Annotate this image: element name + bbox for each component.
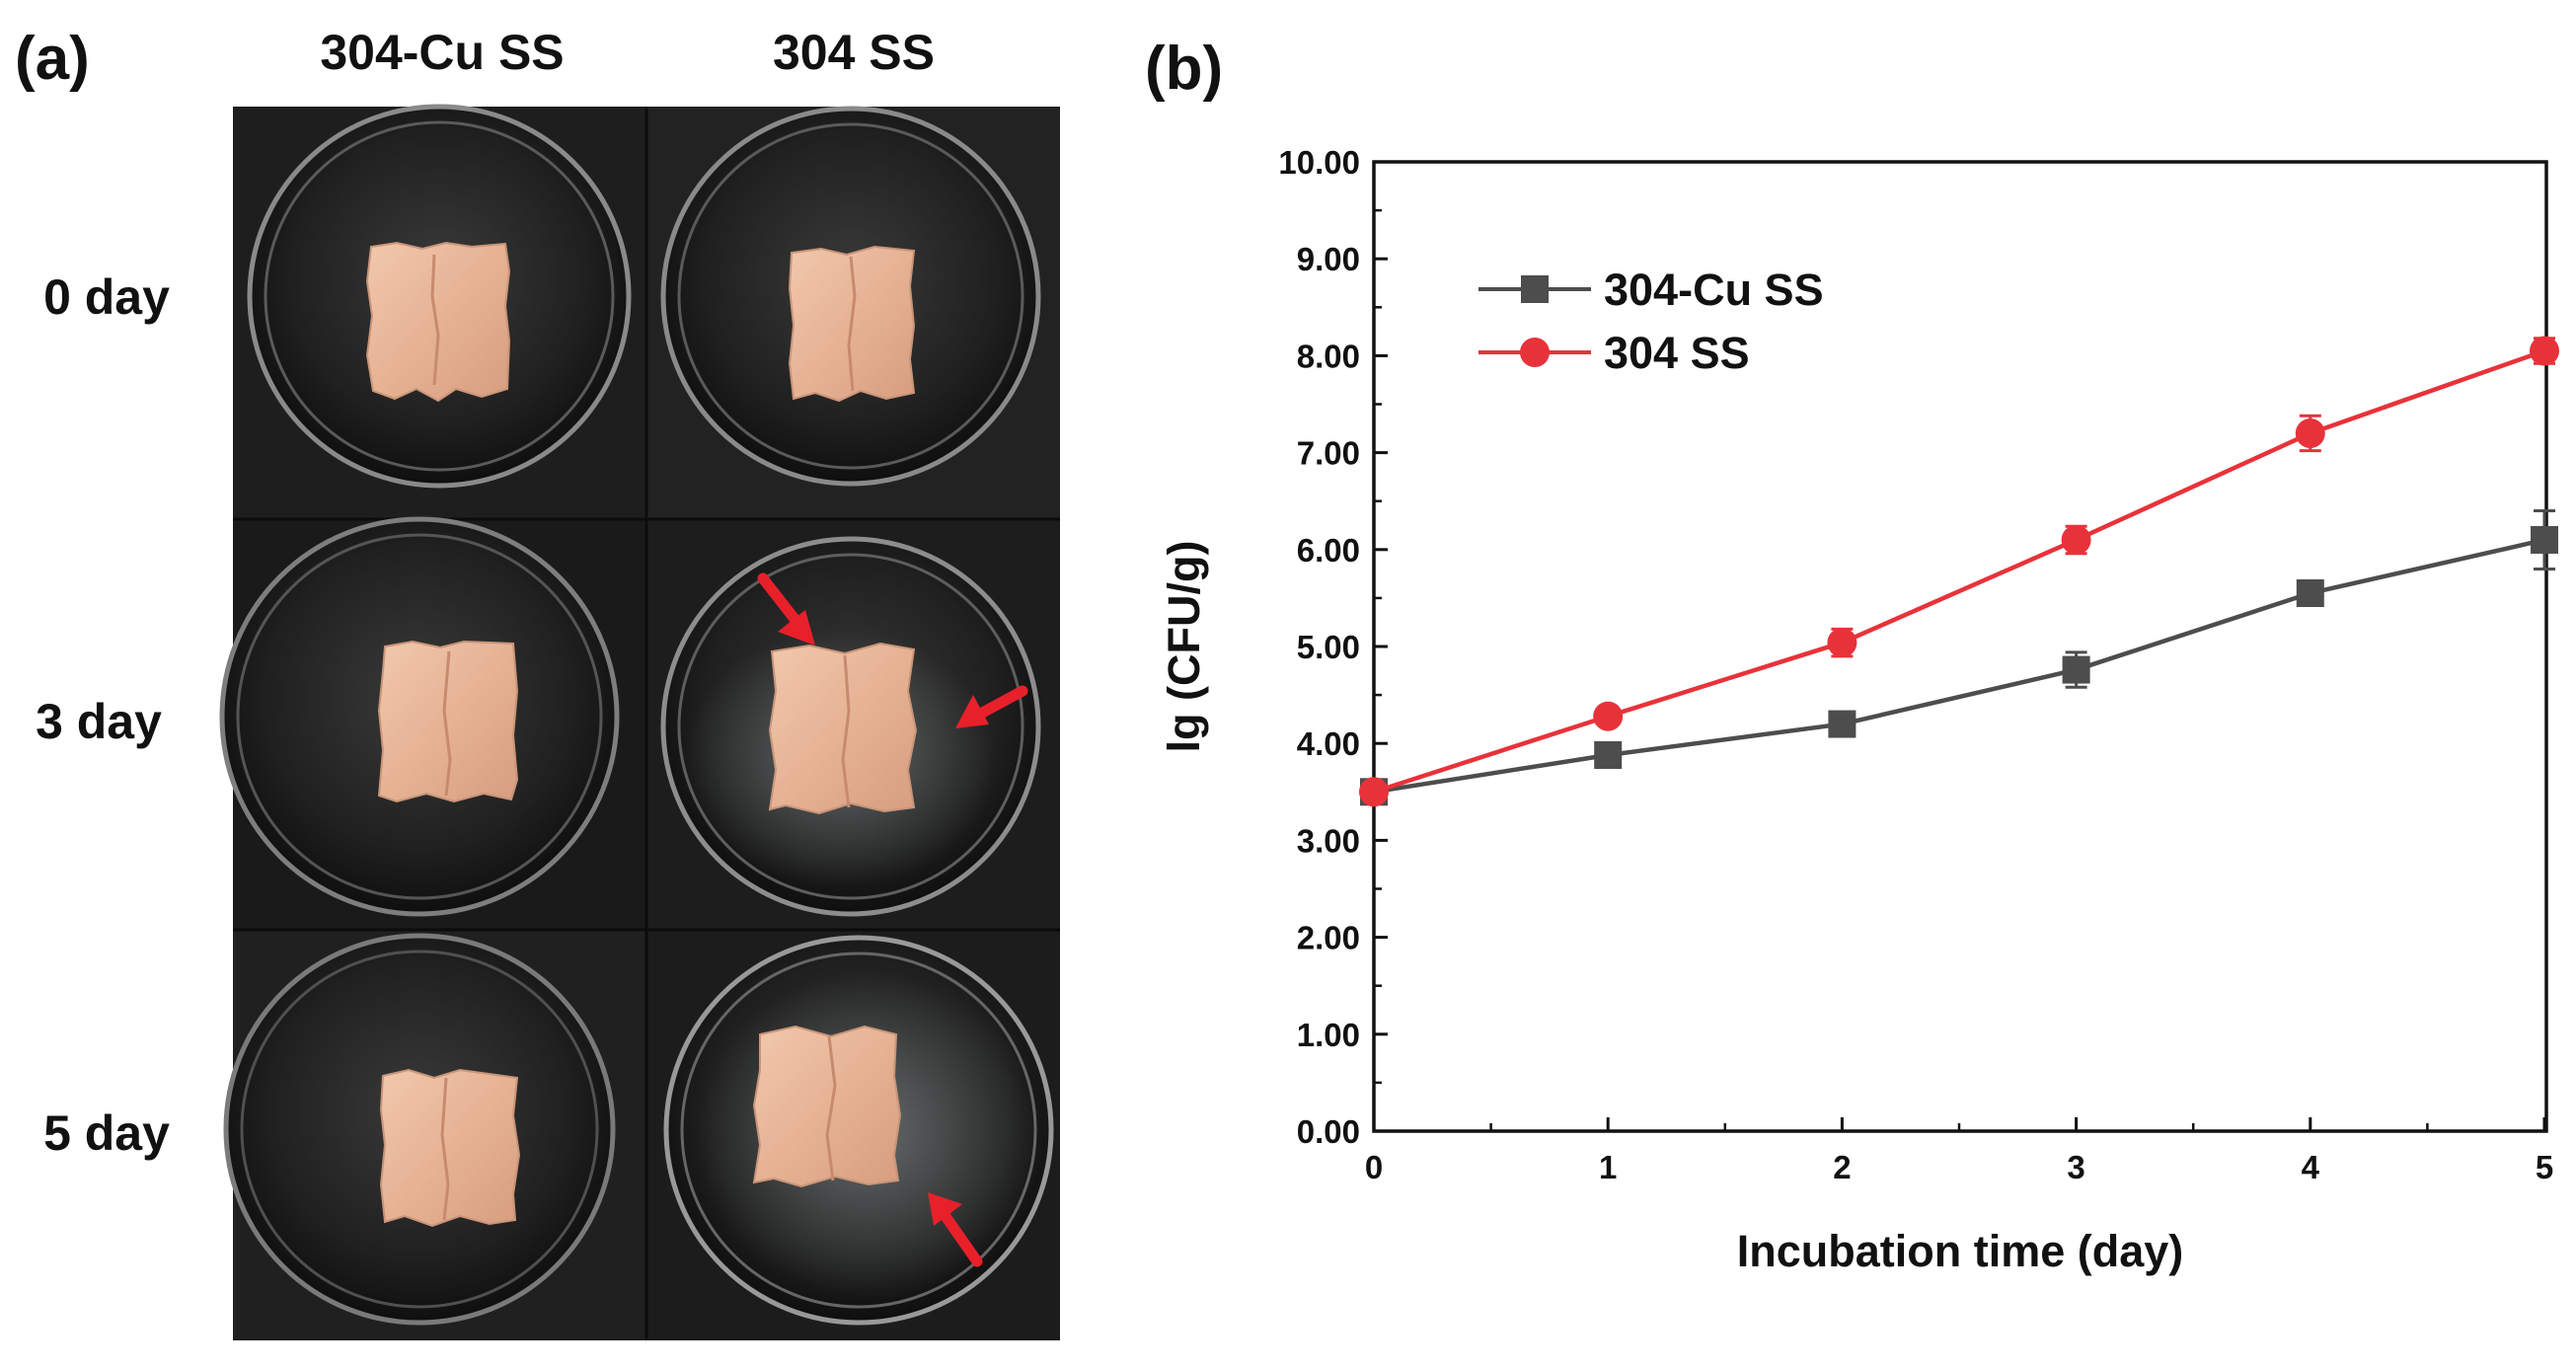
data-point-circle <box>2061 524 2091 555</box>
y-tick-label: 7.00 <box>1297 435 1360 472</box>
x-tick-label: 1 <box>1599 1149 1617 1185</box>
legend-entry-304: 304 SS <box>1478 328 1750 378</box>
spoilage-arrows <box>757 572 1028 1267</box>
data-point-square <box>2062 655 2090 684</box>
y-tick-label: 1.00 <box>1297 1017 1360 1053</box>
y-tick-label: 3.00 <box>1297 822 1360 859</box>
x-tick-label: 2 <box>1833 1149 1851 1185</box>
legend-entry-304cu: 304-Cu SS <box>1478 265 1824 315</box>
series-304 <box>1359 336 2559 807</box>
legend-label-304cu: 304-Cu SS <box>1604 265 1824 315</box>
y-tick-label: 10.00 <box>1278 144 1360 181</box>
series-layer <box>1359 336 2559 807</box>
x-tick-label: 0 <box>1365 1149 1383 1185</box>
data-point-circle <box>1359 777 1389 807</box>
series-line <box>1373 348 2545 795</box>
data-point-circle <box>1593 701 1624 731</box>
y-tick-label: 0.00 <box>1297 1113 1360 1150</box>
meat-sample <box>768 642 918 815</box>
petri-dish <box>663 935 1054 1326</box>
meat-sample <box>752 1025 902 1188</box>
y-tick-label: 8.00 <box>1297 338 1360 374</box>
meat-sample <box>379 1068 521 1228</box>
petri-dish <box>660 536 1041 917</box>
plot-area-frame <box>1372 160 2548 1133</box>
data-point-square <box>1828 710 1856 738</box>
data-point-circle <box>2530 336 2559 366</box>
legend-label-304: 304 SS <box>1604 328 1750 378</box>
panel-b: (b) 0.00 1.00 2.00 3.00 4.00 5.00 6.00 7.00 8.00… <box>1145 35 2559 1276</box>
y-tick-label: 2.00 <box>1297 920 1360 956</box>
arrow-icon <box>757 572 815 646</box>
meat-sample <box>377 640 519 803</box>
data-point-square <box>2296 578 2324 607</box>
petri-dish <box>247 104 632 489</box>
x-tick-label: 5 <box>2536 1149 2553 1185</box>
x-axis-title: Incubation time (day) <box>1737 1226 2184 1276</box>
x-tick-label: 4 <box>2302 1149 2320 1185</box>
data-point-square <box>1594 740 1623 769</box>
arrow-icon <box>955 685 1028 728</box>
panel-a-label: (a) <box>15 25 90 93</box>
y-axis-title: lg (CFU/g) <box>1159 541 1209 753</box>
column-header-304cu: 304-Cu SS <box>320 25 564 80</box>
y-tick-label: 9.00 <box>1297 241 1360 277</box>
y-tick-label: 5.00 <box>1297 629 1360 665</box>
panel-b-label: (b) <box>1145 35 1223 103</box>
x-tick-label: 3 <box>2067 1149 2084 1185</box>
petri-dish <box>660 106 1041 487</box>
y-axis: 0.00 1.00 2.00 3.00 4.00 5.00 6.00 7.00 8.00 9.00… <box>1278 144 1388 1150</box>
petri-dish <box>219 516 620 917</box>
data-point-square <box>2531 525 2558 554</box>
data-point-circle <box>1827 628 1857 658</box>
legend-circle-marker <box>1520 338 1550 367</box>
row-label-0-day: 0 day <box>43 269 170 325</box>
panel-a: (a) 304-Cu SS 304 SS 0 day 3 day 5 day <box>15 25 1060 1340</box>
legend: 304-Cu SS 304 SS <box>1478 265 1824 378</box>
y-tick-label: 4.00 <box>1297 725 1360 762</box>
arrow-icon <box>928 1192 983 1267</box>
series-304cu <box>1360 509 2558 806</box>
x-axis: 0 1 2 3 4 5 <box>1365 1117 2553 1185</box>
petri-dish <box>223 933 616 1326</box>
legend-square-marker <box>1521 275 1549 303</box>
meat-sample <box>365 241 511 403</box>
column-header-304: 304 SS <box>773 25 935 80</box>
series-line <box>1373 537 2545 795</box>
row-label-3-day: 3 day <box>36 694 162 749</box>
row-label-5-day: 5 day <box>43 1105 170 1161</box>
data-point-circle <box>2295 418 2325 448</box>
y-tick-label: 6.00 <box>1297 532 1360 569</box>
